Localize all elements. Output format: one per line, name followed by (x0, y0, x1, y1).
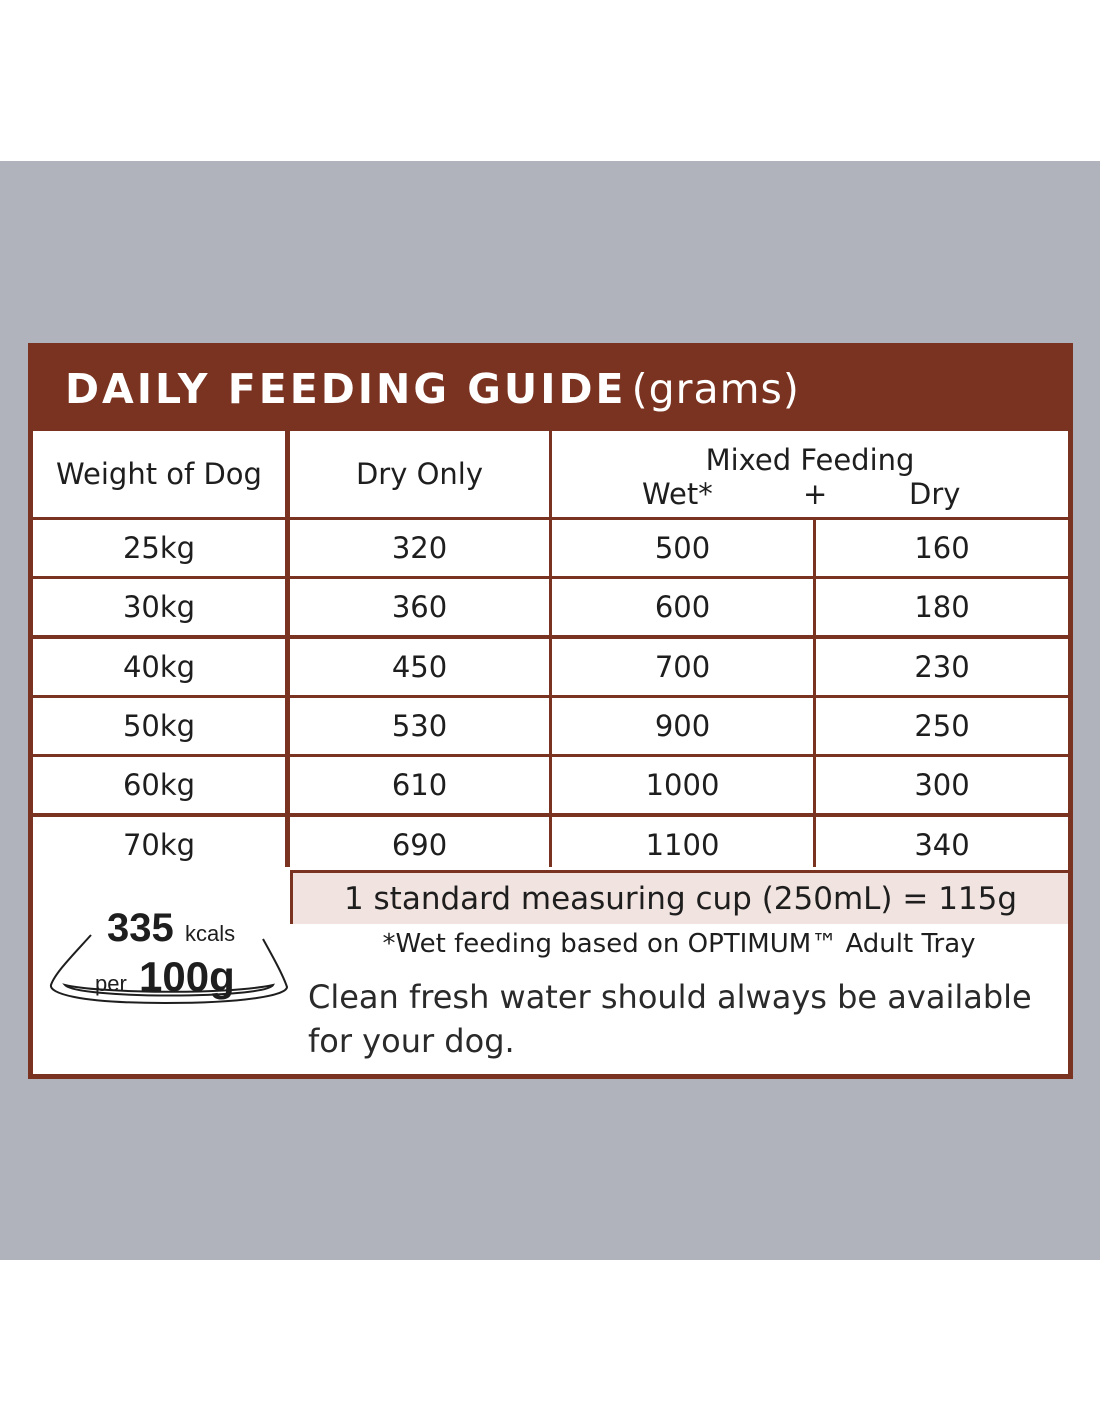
table-cell-dry-only: 610 (290, 757, 549, 813)
footer-area: 1 standard measuring cup (250mL) = 115g … (33, 867, 1068, 1074)
table-cell-dry: 250 (816, 698, 1068, 754)
kcal-per-label: per (95, 971, 127, 996)
bowl-rim-icon (62, 983, 276, 997)
table-cell-wet: 1000 (552, 757, 813, 813)
table-cell-dry-only: 690 (290, 817, 549, 873)
table-cell-weight: 40kg (33, 639, 285, 695)
panel-header: DAILY FEEDING GUIDE (grams) (28, 343, 1073, 431)
table-cell-dry: 180 (816, 579, 1068, 635)
table-cell-wet: 600 (552, 579, 813, 635)
table-cell-weight: 50kg (33, 698, 285, 754)
table-cell-dry: 340 (816, 817, 1068, 873)
table-cell-weight: 60kg (33, 757, 285, 813)
header-mixed-feeding: Mixed Feeding Wet* + Dry (552, 431, 1068, 517)
header-weight-of-dog: Weight of Dog (33, 431, 285, 517)
table-cell-dry: 160 (816, 520, 1068, 576)
kcal-per-amount: 100g (139, 953, 235, 1000)
mixed-dry-label: Dry (909, 477, 961, 511)
table-cell-weight: 30kg (33, 579, 285, 635)
measuring-cup-note: 1 standard measuring cup (250mL) = 115g (290, 870, 1068, 924)
table-cell-dry: 300 (816, 757, 1068, 813)
header-dry-only: Dry Only (290, 431, 549, 517)
kcal-unit: kcals (185, 921, 235, 946)
feeding-guide-panel: DAILY FEEDING GUIDE (grams) Weight of Do… (28, 343, 1073, 1079)
table-cell-dry-only: 530 (290, 698, 549, 754)
title-unit: (grams) (631, 365, 800, 413)
table-cell-weight: 25kg (33, 520, 285, 576)
table-cell-wet: 700 (552, 639, 813, 695)
table-cell-dry-only: 360 (290, 579, 549, 635)
water-note: Clean fresh water should always be avail… (308, 978, 1032, 1060)
page-title: DAILY FEEDING GUIDE (grams) (65, 365, 800, 413)
table-cell-wet: 1100 (552, 817, 813, 873)
mixed-feeding-label: Mixed Feeding (705, 443, 915, 477)
mixed-plus-label: + (803, 477, 828, 511)
wet-feeding-note: *Wet feeding based on OPTIMUM™ Adult Tra… (382, 929, 976, 959)
table-cell-wet: 900 (552, 698, 813, 754)
bowl-icon (49, 934, 289, 1005)
title-text: DAILY FEEDING GUIDE (65, 365, 627, 413)
table-cell-dry-only: 320 (290, 520, 549, 576)
kcal-value: 335 (107, 906, 174, 950)
table-cell-weight: 70kg (33, 817, 285, 873)
table-cell-dry: 230 (816, 639, 1068, 695)
kcal-bowl-badge: 335 kcals per 100g (49, 906, 289, 1005)
mixed-wet-label: Wet* (642, 477, 713, 511)
table-cell-dry-only: 450 (290, 639, 549, 695)
table-cell-wet: 500 (552, 520, 813, 576)
